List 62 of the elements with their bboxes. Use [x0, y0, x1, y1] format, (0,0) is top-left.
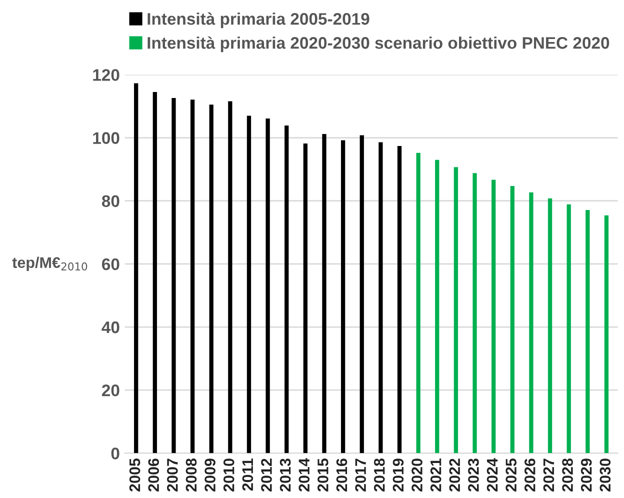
x-tick-label: 2017 — [355, 458, 366, 492]
bar — [266, 118, 270, 454]
bar — [416, 152, 420, 454]
x-tick-label: 2020 — [412, 458, 422, 492]
bar — [190, 100, 195, 454]
legend-label: Intensità primaria 2005-2019 — [148, 12, 370, 28]
y-tick-label: 100 — [93, 132, 120, 144]
x-tick-label: 2010 — [223, 458, 234, 492]
x-tick-label: 2029 — [580, 458, 592, 492]
x-tick-label: 2030 — [600, 458, 611, 492]
x-tick-label: 2012 — [261, 458, 272, 492]
bar — [454, 167, 458, 454]
bar — [246, 116, 252, 454]
y-tick-label: 60 — [102, 258, 120, 270]
x-tick-label: 2022 — [449, 458, 460, 492]
x-tick-label: 2028 — [562, 458, 573, 492]
bar — [152, 92, 157, 454]
y-tick-label: 120 — [93, 69, 120, 81]
y-tick-label: 40 — [102, 321, 120, 334]
x-tick-label: 2009 — [204, 458, 216, 492]
y-tick-label: 20 — [102, 384, 120, 396]
bar — [510, 186, 514, 454]
bar — [340, 140, 346, 454]
x-tick-label: 2023 — [468, 458, 479, 492]
x-tick-label: 2006 — [148, 458, 160, 492]
x-tick-label: 2021 — [430, 458, 442, 492]
bar — [604, 215, 609, 454]
bar — [134, 83, 138, 454]
bar — [529, 192, 534, 454]
y-tick-label: 80 — [102, 195, 120, 208]
x-tick-label: 2027 — [543, 458, 554, 492]
bar — [284, 125, 289, 454]
bar — [172, 98, 176, 454]
x-tick-label: 2007 — [167, 458, 178, 492]
x-tick-label: 2008 — [186, 458, 197, 492]
x-tick-label: 2019 — [392, 458, 404, 492]
x-tick-label: 2011 — [242, 458, 254, 491]
bar — [360, 135, 364, 454]
x-tick-label: 2015 — [318, 458, 328, 492]
bar — [586, 210, 590, 454]
x-tick-label: 2014 — [298, 458, 310, 492]
x-tick-label: 2016 — [336, 458, 348, 492]
x-tick-label: 2005 — [129, 458, 140, 492]
bar — [228, 101, 232, 454]
bar — [209, 104, 214, 454]
bar — [322, 134, 326, 454]
bar — [492, 180, 496, 454]
x-tick-label: 2013 — [280, 458, 291, 492]
bar — [303, 143, 308, 454]
bar — [435, 160, 440, 454]
bar — [397, 146, 402, 454]
bar — [378, 142, 383, 454]
bar — [472, 173, 477, 454]
y-axis-title: tep/M€$_{2010}$ — [12, 256, 88, 271]
bar — [548, 198, 552, 454]
x-tick-label: 2025 — [506, 458, 516, 492]
y-tick-label: 0 — [111, 448, 120, 460]
x-tick-label: 2018 — [374, 458, 385, 492]
x-tick-label: 2026 — [524, 458, 536, 492]
bar — [566, 204, 571, 454]
legend-label: Intensità primaria 2020-2030 scenario obiettivo PNEC 2020 — [148, 36, 610, 52]
x-tick-label: 2024 — [486, 458, 498, 492]
